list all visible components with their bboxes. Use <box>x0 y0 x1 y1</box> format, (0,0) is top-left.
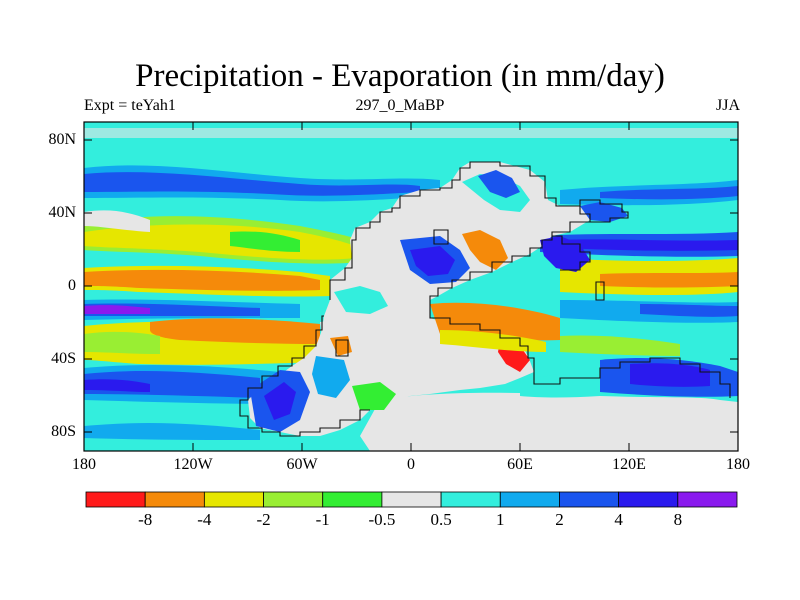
field-antarctic-skyblue <box>84 423 260 440</box>
lon-label-180e: 180 <box>726 456 750 473</box>
colorbar-swatch-5 <box>381 491 442 508</box>
lon-label-180w: 180 <box>72 456 96 473</box>
field-south-continent-gray <box>360 392 738 451</box>
colorbar-swatch-6 <box>440 491 501 508</box>
colorbar-label-2: -2 <box>256 510 271 529</box>
season-label: JJA <box>715 97 740 114</box>
field-s-subtropic-orange <box>150 318 320 344</box>
field-sw-lightgreen <box>84 331 160 354</box>
colorbar-swatch-9 <box>618 491 679 508</box>
coastline-east-peninsula <box>552 235 591 271</box>
coastline-inland-sea <box>433 229 449 245</box>
field-e-s-eq-blue <box>640 304 738 317</box>
field-land-darkblue-center <box>410 246 455 276</box>
colorbar-swatch-4 <box>322 491 383 508</box>
field-equator-orange <box>84 269 320 291</box>
colorbar-swatch-8 <box>559 491 620 508</box>
lat-label-40n: 40N <box>48 204 76 221</box>
coastline-east-island <box>579 199 629 223</box>
coastline-small-island <box>595 281 605 301</box>
lat-label-80s: 80S <box>51 423 76 440</box>
colorbar-swatch-0 <box>85 491 146 508</box>
colorbar-label-0: -8 <box>138 510 153 529</box>
time-label: 297_0_MaBP <box>355 97 445 114</box>
field-s-eq-purple <box>84 305 150 314</box>
lon-label-0: 0 <box>407 456 415 473</box>
colorbar-label-9: 8 <box>673 510 683 529</box>
colorbar-label-5: 0.5 <box>430 510 452 529</box>
colorbar <box>85 491 738 508</box>
colorbar-swatch-2 <box>203 491 264 508</box>
map-title: Precipitation - Evaporation (in mm/day) <box>135 58 665 94</box>
field-ne-blue <box>600 186 738 200</box>
field-land-green-south <box>352 382 396 410</box>
colorbar-label-1: -4 <box>197 510 212 529</box>
colorbar-label-4: -0.5 <box>368 510 396 529</box>
field-se-darkblue <box>630 363 710 387</box>
colorbar-label-7: 2 <box>555 510 564 529</box>
lon-label-60w: 60W <box>286 456 318 473</box>
field-arctic-band <box>84 128 738 138</box>
field-e-equator-orange <box>600 272 738 288</box>
colorbar-swatch-10 <box>677 491 738 508</box>
lat-label-80n: 80N <box>48 131 76 148</box>
colorbar-swatch-7 <box>499 491 560 508</box>
lat-label-40s: 40S <box>51 350 76 367</box>
experiment-label: Expt = teYah1 <box>84 97 176 114</box>
field-east-island-blue <box>580 202 628 222</box>
colorbar-swatch-1 <box>144 491 205 508</box>
lon-label-120e: 120E <box>612 456 646 473</box>
field-ne-darkblue <box>560 239 738 251</box>
field-se-lightgreen <box>560 335 680 356</box>
field-n-green-patch <box>230 231 300 252</box>
field-land-blue-north <box>478 170 520 198</box>
colorbar-label-3: -1 <box>315 510 330 529</box>
lon-label-60e: 60E <box>507 456 533 473</box>
coastline-south-east <box>533 357 731 398</box>
lon-label-120w: 120W <box>173 456 213 473</box>
coastlines <box>239 161 731 437</box>
colorbar-label-6: 1 <box>496 510 505 529</box>
coastline-south-west <box>239 315 370 437</box>
coastline-inner-basin <box>335 339 349 357</box>
field-north-blue-band <box>84 172 420 196</box>
colorbar-swatch-3 <box>263 491 324 508</box>
colorbar-label-8: 4 <box>614 510 623 529</box>
field-land-darkblue-south <box>264 382 296 420</box>
field-land-orange-north <box>462 230 508 270</box>
field-s-cyan-east <box>520 374 600 398</box>
axis-ticks <box>84 122 738 451</box>
lat-label-0: 0 <box>68 277 76 294</box>
coastline-pangaea-north <box>329 161 591 372</box>
field-nw-gray <box>84 210 150 232</box>
field-land-skyblue-south <box>312 356 350 398</box>
field-east-darkblue-coast <box>540 236 590 272</box>
map-field <box>84 122 738 451</box>
field-land-cyan-west <box>334 286 388 314</box>
field-s-darkblue <box>84 379 150 392</box>
